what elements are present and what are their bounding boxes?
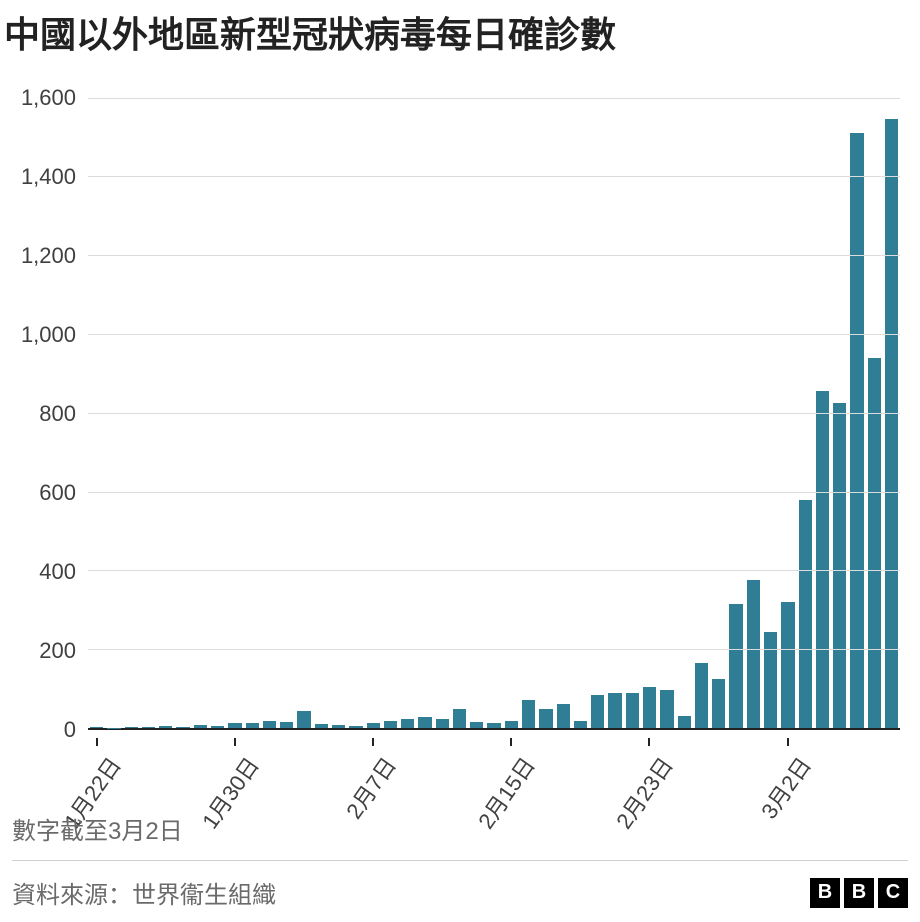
bar xyxy=(643,687,656,728)
bar xyxy=(712,679,725,728)
footnote-text: 數字截至3月2日 xyxy=(12,803,908,860)
bar xyxy=(557,704,570,728)
bar xyxy=(539,709,552,728)
bar xyxy=(695,663,708,728)
y-tick-label: 800 xyxy=(10,401,76,427)
x-tick xyxy=(648,738,650,746)
bar xyxy=(332,725,345,728)
bar xyxy=(574,721,587,728)
bar xyxy=(384,721,397,728)
grid-line xyxy=(88,98,900,99)
grid-line xyxy=(88,413,900,414)
grid-line xyxy=(88,255,900,256)
plot-area xyxy=(88,78,900,730)
bbc-logo-block: C xyxy=(878,878,908,908)
grid-line xyxy=(88,570,900,571)
bar xyxy=(349,726,362,728)
bar xyxy=(280,722,293,728)
y-tick-label: 1,000 xyxy=(10,322,76,348)
grid-line xyxy=(88,334,900,335)
y-tick-label: 600 xyxy=(10,480,76,506)
y-tick-label: 400 xyxy=(10,559,76,585)
bar xyxy=(747,580,760,728)
bar xyxy=(487,723,500,728)
grid-line xyxy=(88,492,900,493)
bar xyxy=(833,403,846,728)
bar xyxy=(176,727,189,728)
bbc-logo-block: B xyxy=(844,878,874,908)
bar xyxy=(591,695,604,728)
x-tick xyxy=(372,738,374,746)
bar xyxy=(418,717,431,728)
bar xyxy=(401,719,414,728)
x-tick xyxy=(510,738,512,746)
y-tick-label: 0 xyxy=(10,717,76,743)
grid-line xyxy=(88,649,900,650)
bar xyxy=(194,725,207,728)
bar xyxy=(505,721,518,728)
bar xyxy=(799,500,812,728)
grid-line xyxy=(88,176,900,177)
bar xyxy=(470,722,483,728)
y-tick-label: 200 xyxy=(10,638,76,664)
bar xyxy=(850,133,863,728)
source-row: 資料來源：世界衞生組織 BBC xyxy=(12,860,908,910)
bar xyxy=(522,700,535,728)
bar xyxy=(367,723,380,728)
x-tick xyxy=(96,738,98,746)
bar xyxy=(211,726,224,728)
bbc-logo: BBC xyxy=(810,878,908,908)
bar xyxy=(246,723,259,729)
bar xyxy=(90,727,103,728)
bar xyxy=(315,724,328,728)
bbc-logo-block: B xyxy=(810,878,840,908)
bar xyxy=(159,726,172,728)
y-axis-labels: 02004006008001,0001,2001,4001,600 xyxy=(10,78,82,730)
bar xyxy=(297,711,310,728)
bar xyxy=(816,391,829,728)
bar xyxy=(228,723,241,728)
y-tick-label: 1,400 xyxy=(10,164,76,190)
chart-title: 中國以外地區新型冠狀病毒每日確診數 xyxy=(0,0,920,70)
bar xyxy=(660,690,673,728)
bar xyxy=(729,604,742,728)
bar xyxy=(608,693,621,728)
bar xyxy=(453,709,466,728)
bar xyxy=(436,719,449,728)
bar xyxy=(125,727,138,728)
bar xyxy=(263,721,276,728)
x-tick xyxy=(787,738,789,746)
bar xyxy=(678,716,691,728)
y-tick-label: 1,200 xyxy=(10,243,76,269)
bar xyxy=(764,632,777,729)
y-tick-label: 1,600 xyxy=(10,85,76,111)
x-tick xyxy=(234,738,236,746)
chart-footer: 數字截至3月2日 資料來源：世界衞生組織 BBC xyxy=(12,803,908,910)
bar xyxy=(885,119,898,728)
bar xyxy=(781,602,794,728)
bar xyxy=(626,693,639,728)
chart-container: 02004006008001,0001,2001,4001,600 1月22日1… xyxy=(10,70,910,770)
source-text: 資料來源：世界衞生組織 xyxy=(12,875,276,910)
bar xyxy=(142,727,155,728)
